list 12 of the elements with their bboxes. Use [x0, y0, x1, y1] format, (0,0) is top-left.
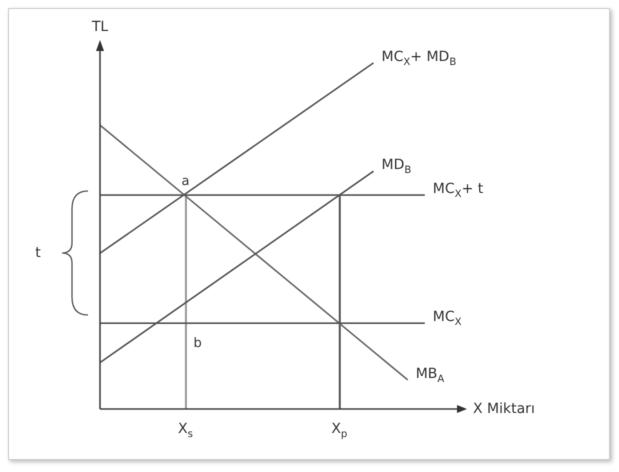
- series-label: MC$_{X}$+ MD$_{B}$: [382, 48, 456, 68]
- series-label: MD$_{B}$: [382, 157, 412, 176]
- annotation: a: [181, 174, 190, 189]
- series-label: MC$_{X}$+ t: [432, 180, 484, 200]
- x-tick-label: X$_{s}$: [178, 420, 193, 440]
- series-label: MC$_{X}$: [432, 308, 462, 328]
- text: t: [35, 244, 42, 261]
- x-tick-label: X$_{p}$: [331, 420, 348, 440]
- y-axis-title: TL: [90, 18, 108, 35]
- series-label: MB$_{A}$: [416, 366, 444, 386]
- annotation: b: [193, 336, 202, 351]
- x-axis-title: X Miktarı: [473, 400, 535, 417]
